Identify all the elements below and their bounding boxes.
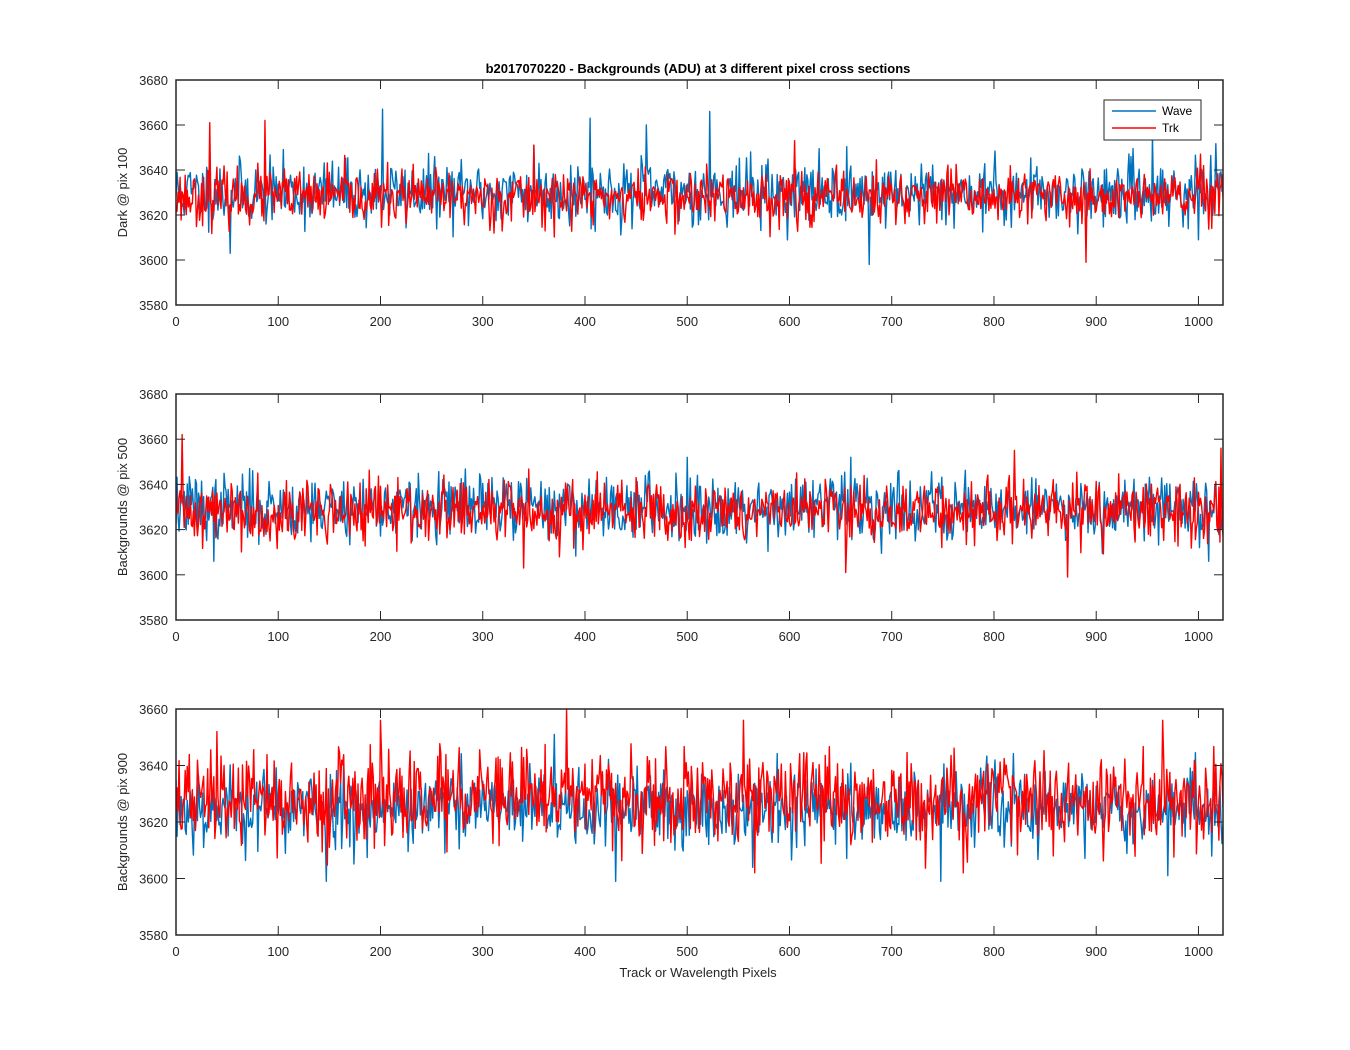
x-tick-label: 200 [370,629,392,644]
x-tick-label: 200 [370,944,392,959]
x-tick-label: 900 [1085,314,1107,329]
x-tick-label: 300 [472,314,494,329]
y-tick-label: 3580 [139,613,168,628]
x-tick-label: 600 [779,314,801,329]
x-tick-label: 400 [574,314,596,329]
y-tick-label: 3660 [139,432,168,447]
y-tick-label: 3680 [139,387,168,402]
series-group [176,433,1223,578]
x-tick-label: 400 [574,944,596,959]
y-axis-label: Backgrounds @ pix 900 [115,753,130,891]
x-tick-label: 800 [983,629,1005,644]
y-tick-label: 3580 [139,928,168,943]
y-tick-label: 3660 [139,118,168,133]
y-axis-label: Dark @ pix 100 [115,148,130,238]
y-axis-label: Backgrounds @ pix 500 [115,438,130,576]
x-tick-label: 1000 [1184,629,1213,644]
x-tick-label: 1000 [1184,314,1213,329]
subplot-2: 0 100 200 300 400 500 600 700 800 900 1000 3580 3600… [115,387,1224,644]
x-tick-label: 300 [472,944,494,959]
y-tick-label: 3640 [139,759,168,774]
axes-box [175,393,1224,621]
y-tick-label: 3620 [139,815,168,830]
x-tick-label: 400 [574,629,596,644]
series-group [176,709,1223,883]
x-tick-label: 100 [267,314,289,329]
subplot-3: 0 100 200 300 400 500 600 700 800 900 1000 3580 3600… [115,702,1224,959]
y-tick-label: 3640 [139,163,168,178]
x-tick-label: 0 [172,629,179,644]
subplot-1: 0 100 200 300 400 500 600 700 800 900 1000 3580 3600… [115,73,1224,329]
x-tick-label: 700 [881,944,903,959]
series-line-trk [176,119,1223,263]
legend-label-trk: Trk [1162,121,1180,135]
x-tick-label: 0 [172,314,179,329]
series-line-trk [176,709,1223,874]
chart-title: b2017070220 - Backgrounds (ADU) at 3 dif… [486,61,911,76]
x-tick-label: 100 [267,629,289,644]
x-tick-label: 500 [676,314,698,329]
subplots: 0 100 200 300 400 500 600 700 800 900 100035803600… [115,73,1224,959]
x-tick-label: 500 [676,944,698,959]
x-tick-label: 0 [172,944,179,959]
y-tick-label: 3600 [139,253,168,268]
x-tick-label: 900 [1085,944,1107,959]
x-axis-label: Track or Wavelength Pixels [619,965,777,980]
y-tick-label: 3580 [139,298,168,313]
y-tick-label: 3680 [139,73,168,88]
legend-label-wave: Wave [1162,104,1193,118]
x-tick-label: 300 [472,629,494,644]
x-tick-label: 800 [983,944,1005,959]
y-tick-label: 3640 [139,477,168,492]
y-tick-label: 3620 [139,523,168,538]
x-tick-label: 800 [983,314,1005,329]
x-tick-label: 1000 [1184,944,1213,959]
axes-box [175,79,1224,306]
x-tick-label: 600 [779,629,801,644]
series-group [176,108,1223,266]
x-tick-label: 600 [779,944,801,959]
x-tick-label: 700 [881,314,903,329]
x-tick-label: 500 [676,629,698,644]
x-tick-label: 100 [267,944,289,959]
x-tick-label: 200 [370,314,392,329]
y-tick-label: 3600 [139,568,168,583]
legend-box [1103,99,1202,141]
y-tick-label: 3660 [139,702,168,717]
x-tick-label: 700 [881,629,903,644]
legend: Wave Trk [1103,99,1202,141]
y-tick-label: 3620 [139,208,168,223]
x-tick-label: 900 [1085,629,1107,644]
series-line-trk [176,433,1223,578]
y-tick-label: 3600 [139,872,168,887]
